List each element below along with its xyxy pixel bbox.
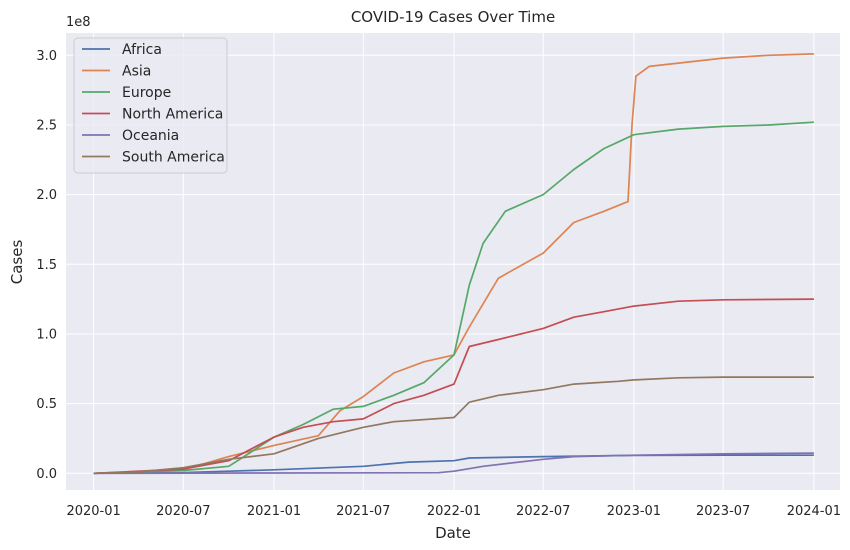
x-axis-title: Date bbox=[435, 524, 471, 542]
x-tick-label: 2023-01 bbox=[607, 504, 661, 519]
series-line-south-america bbox=[93, 376, 814, 475]
series-line-oceania bbox=[93, 452, 814, 475]
legend-box bbox=[73, 37, 228, 174]
x-tick-label: 2023-07 bbox=[696, 504, 750, 519]
legend-label: North America bbox=[122, 107, 223, 123]
legend-label: Asia bbox=[122, 64, 151, 80]
y-axis-ticks: 0.0 0.5 1.0 1.5 2.0 2.5 3.0 bbox=[36, 49, 57, 482]
y-tick-label: 2.5 bbox=[36, 118, 57, 133]
x-tick-label: 2020-07 bbox=[156, 504, 210, 519]
grid bbox=[66, 33, 840, 490]
legend-label: Europe bbox=[122, 85, 171, 101]
y-axis-offset-label: 1e8 bbox=[66, 15, 91, 30]
y-tick-label: 1.5 bbox=[36, 258, 57, 273]
x-tick-label: 2021-01 bbox=[247, 504, 301, 519]
x-axis-ticks: 2020-01 2020-07 2021-01 2021-07 2022-01 2022-… bbox=[66, 504, 841, 519]
x-tick-label: 2022-07 bbox=[516, 504, 570, 519]
y-tick-label: 3.0 bbox=[36, 49, 57, 64]
legend-label: South America bbox=[122, 150, 225, 166]
series-line-europe bbox=[93, 121, 814, 475]
y-tick-label: 1.0 bbox=[36, 327, 57, 342]
x-tick-label: 2020-01 bbox=[66, 504, 120, 519]
y-axis-title: Cases bbox=[8, 240, 26, 285]
series-line-north-america bbox=[93, 298, 814, 475]
legend-label: Oceania bbox=[122, 128, 179, 144]
x-tick-label: 2021-07 bbox=[336, 504, 390, 519]
series-lines bbox=[93, 53, 814, 475]
x-tick-label: 2024-01 bbox=[787, 504, 841, 519]
legend-label: Africa bbox=[122, 42, 162, 58]
x-tick-label: 2022-01 bbox=[427, 504, 481, 519]
y-tick-label: 0.0 bbox=[36, 467, 57, 482]
series-line-asia bbox=[93, 53, 814, 475]
legend: Africa Asia Europe North America Oceania Sout… bbox=[73, 37, 228, 174]
y-tick-label: 2.0 bbox=[36, 188, 57, 203]
y-tick-label: 0.5 bbox=[36, 397, 57, 412]
chart-title: COVID-19 Cases Over Time bbox=[351, 8, 555, 26]
